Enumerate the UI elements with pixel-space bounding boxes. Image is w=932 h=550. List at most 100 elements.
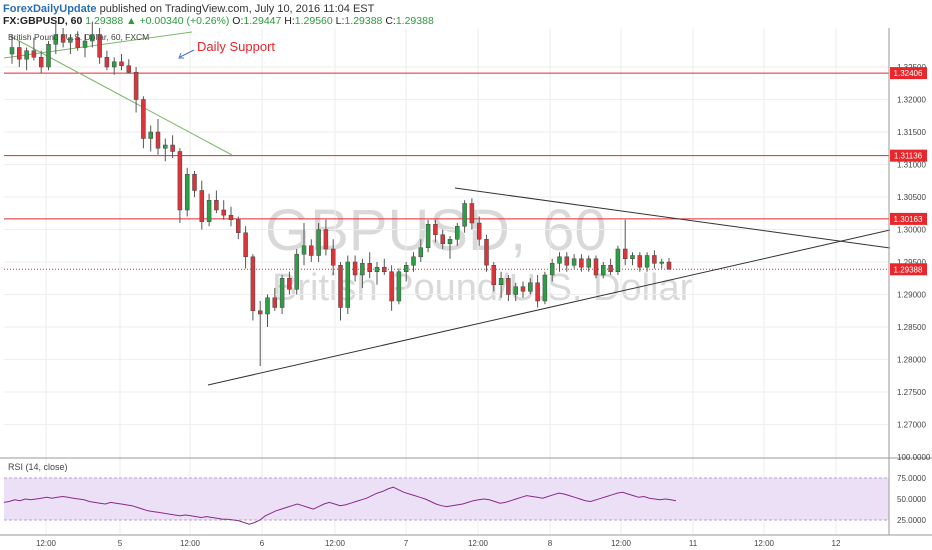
candle-body xyxy=(535,282,540,302)
candle-body xyxy=(440,234,445,245)
candle-body xyxy=(287,278,292,290)
close-value: 1.29388 xyxy=(395,15,434,27)
time-tick-label: 8 xyxy=(548,539,553,548)
candle-body xyxy=(250,256,256,311)
time-tick-label: 12:00 xyxy=(611,539,632,548)
candle-body xyxy=(126,65,132,73)
price-axis[interactable]: 1.325001.320001.315001.310001.305001.300… xyxy=(897,63,926,430)
chart-header: ForexDailyUpdate published on TradingVie… xyxy=(0,0,932,30)
candle-body xyxy=(637,255,643,268)
time-tick-label: 5 xyxy=(118,539,123,548)
time-axis[interactable]: 12:00 5 12:00 6 12:00 7 12:00 8 12:00 11 12:00 12 xyxy=(36,539,841,548)
candle-body xyxy=(411,256,416,266)
candle-body xyxy=(111,61,117,68)
candle-body xyxy=(644,255,650,268)
level-tag xyxy=(890,67,927,80)
low-label: L: xyxy=(335,15,345,27)
rsi-tick-label: 50.0000 xyxy=(897,495,926,504)
rsi-axis: 100.0000 75.0000 50.0000 25.0000 xyxy=(897,453,931,525)
price-tick-label: 1.29500 xyxy=(897,258,926,267)
candle-body xyxy=(338,265,343,308)
candle-body xyxy=(330,248,336,266)
candle-body xyxy=(447,239,453,245)
candle-body xyxy=(279,278,285,308)
candle-body xyxy=(133,71,139,100)
candle-body xyxy=(257,310,263,315)
change-value: 1.29388 ▲ +0.00340 (+0.26%) xyxy=(85,15,230,27)
time-tick-label: 11 xyxy=(689,539,698,548)
time-tick-label: 12 xyxy=(832,539,841,548)
candle-body xyxy=(46,44,51,68)
series-label: British Pound / U.S. Dollar, 60, FXCM xyxy=(8,32,149,42)
candle-body xyxy=(163,144,168,149)
quote-line: FX:GBPUSD, 60 1.29388 ▲ +0.00340 (+0.26%… xyxy=(3,15,434,27)
candle-body xyxy=(155,131,161,149)
candle-body xyxy=(418,247,424,258)
candle-body xyxy=(82,40,88,48)
candle-body xyxy=(652,255,657,264)
rsi-tick-label: 100.0000 xyxy=(897,453,931,462)
candle-body xyxy=(228,214,234,220)
rsi-label: RSI (14, close) xyxy=(8,462,68,472)
triangle-resistance-line[interactable] xyxy=(454,187,891,249)
high-value: 1.29560 xyxy=(294,15,333,27)
candle-body xyxy=(206,200,212,222)
candle-body xyxy=(528,282,533,292)
time-tick-label: 12:00 xyxy=(180,539,201,548)
low-value: 1.29388 xyxy=(344,15,383,27)
candle-body xyxy=(586,258,591,268)
candle-body xyxy=(601,265,606,276)
annotation-text: Daily Support xyxy=(197,39,275,54)
candle-body xyxy=(272,297,278,308)
price-tick-label: 1.27000 xyxy=(897,421,926,430)
rsi-tick-label: 25.0000 xyxy=(897,516,926,525)
candle-body xyxy=(97,34,102,58)
publish-line: ForexDailyUpdate published on TradingVie… xyxy=(3,3,374,15)
candle-body xyxy=(236,219,241,233)
candle-body xyxy=(31,50,37,58)
symbol-label[interactable]: FX:GBPUSD, 60 xyxy=(3,15,83,27)
candle-body xyxy=(316,229,321,256)
candle-body xyxy=(462,203,467,227)
candle-body xyxy=(367,263,372,272)
candle-body xyxy=(469,203,475,224)
candle-body xyxy=(571,258,577,266)
candle-body xyxy=(455,226,460,240)
candle-body xyxy=(53,34,59,45)
level-tag xyxy=(890,212,927,225)
candle-body xyxy=(68,37,73,43)
candle-body xyxy=(199,190,205,222)
rsi-band xyxy=(4,478,889,520)
candle-body xyxy=(513,286,518,295)
price-tick-label: 1.27500 xyxy=(897,388,926,397)
candle-body xyxy=(666,261,672,270)
open-value: 1.29447 xyxy=(243,15,282,27)
candle-body xyxy=(352,261,358,276)
candle-body xyxy=(396,271,402,302)
candle-body xyxy=(243,232,248,258)
price-tick-label: 1.31000 xyxy=(897,161,926,170)
candle-body xyxy=(9,47,15,55)
author-link[interactable]: ForexDailyUpdate xyxy=(3,3,97,15)
candle-body xyxy=(433,224,438,235)
candle-body xyxy=(425,224,431,248)
candle-body xyxy=(484,239,489,266)
time-tick-label: 12:00 xyxy=(754,539,775,548)
price-tick-label: 1.29000 xyxy=(897,291,926,300)
candle-body xyxy=(184,174,190,211)
triangle-support-line[interactable] xyxy=(207,229,891,386)
daily-support-annotation[interactable]: Daily Support xyxy=(178,39,275,59)
candle-body xyxy=(294,253,299,290)
candle-body xyxy=(579,258,584,268)
candle-body xyxy=(498,278,504,285)
level-tag xyxy=(890,149,927,162)
price-tick-label: 1.28000 xyxy=(897,356,926,365)
candle-body xyxy=(148,131,153,139)
candle-body xyxy=(345,261,351,308)
price-tick-label: 1.30500 xyxy=(897,193,926,202)
horizontal-levels[interactable] xyxy=(4,72,889,270)
candle-body xyxy=(542,274,548,302)
time-tick-label: 12:00 xyxy=(468,539,489,548)
close-label: C: xyxy=(385,15,396,27)
